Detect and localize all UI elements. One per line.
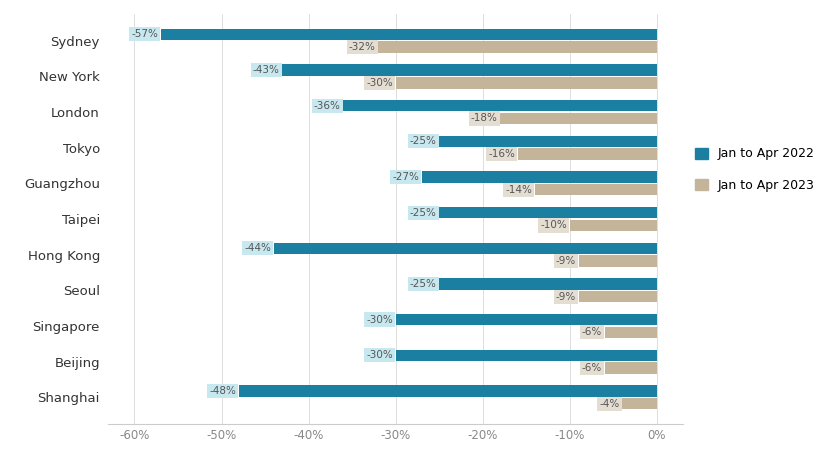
Bar	[439, 207, 657, 218]
Bar	[605, 363, 657, 374]
Text: -27%: -27%	[392, 172, 419, 182]
Bar	[500, 113, 657, 124]
Bar	[161, 28, 657, 40]
Bar	[517, 148, 657, 160]
Bar	[239, 385, 657, 397]
Text: -30%: -30%	[367, 78, 393, 88]
Text: -6%: -6%	[581, 328, 602, 337]
Text: -48%: -48%	[209, 386, 237, 396]
Text: -9%: -9%	[556, 256, 576, 266]
Text: -10%: -10%	[541, 220, 567, 231]
Bar	[579, 291, 657, 302]
Legend: Jan to Apr 2022, Jan to Apr 2023: Jan to Apr 2022, Jan to Apr 2023	[695, 147, 815, 192]
Text: -25%: -25%	[410, 279, 436, 289]
Bar	[274, 243, 657, 254]
Bar	[439, 136, 657, 147]
Text: -25%: -25%	[410, 136, 436, 146]
Text: -57%: -57%	[131, 29, 158, 39]
Text: -16%: -16%	[488, 149, 515, 159]
Text: -18%: -18%	[471, 113, 497, 123]
Text: -30%: -30%	[367, 350, 393, 360]
Bar	[343, 100, 657, 111]
Text: -25%: -25%	[410, 207, 436, 218]
Text: -6%: -6%	[581, 363, 602, 373]
Bar	[282, 64, 657, 75]
Text: -44%: -44%	[244, 243, 271, 253]
Text: -14%: -14%	[506, 185, 532, 195]
Bar	[439, 278, 657, 290]
Text: -32%: -32%	[349, 42, 376, 52]
Bar	[535, 184, 657, 195]
Bar	[579, 255, 657, 267]
Bar	[396, 350, 657, 361]
Bar	[396, 314, 657, 325]
Text: -9%: -9%	[556, 292, 576, 302]
Text: -30%: -30%	[367, 315, 393, 325]
Bar	[421, 171, 657, 183]
Bar	[622, 398, 657, 410]
Bar	[605, 327, 657, 338]
Bar	[396, 77, 657, 89]
Text: -36%: -36%	[314, 101, 341, 110]
Text: -4%: -4%	[599, 399, 620, 409]
Bar	[570, 220, 657, 231]
Text: -43%: -43%	[253, 65, 280, 75]
Bar	[378, 41, 657, 53]
